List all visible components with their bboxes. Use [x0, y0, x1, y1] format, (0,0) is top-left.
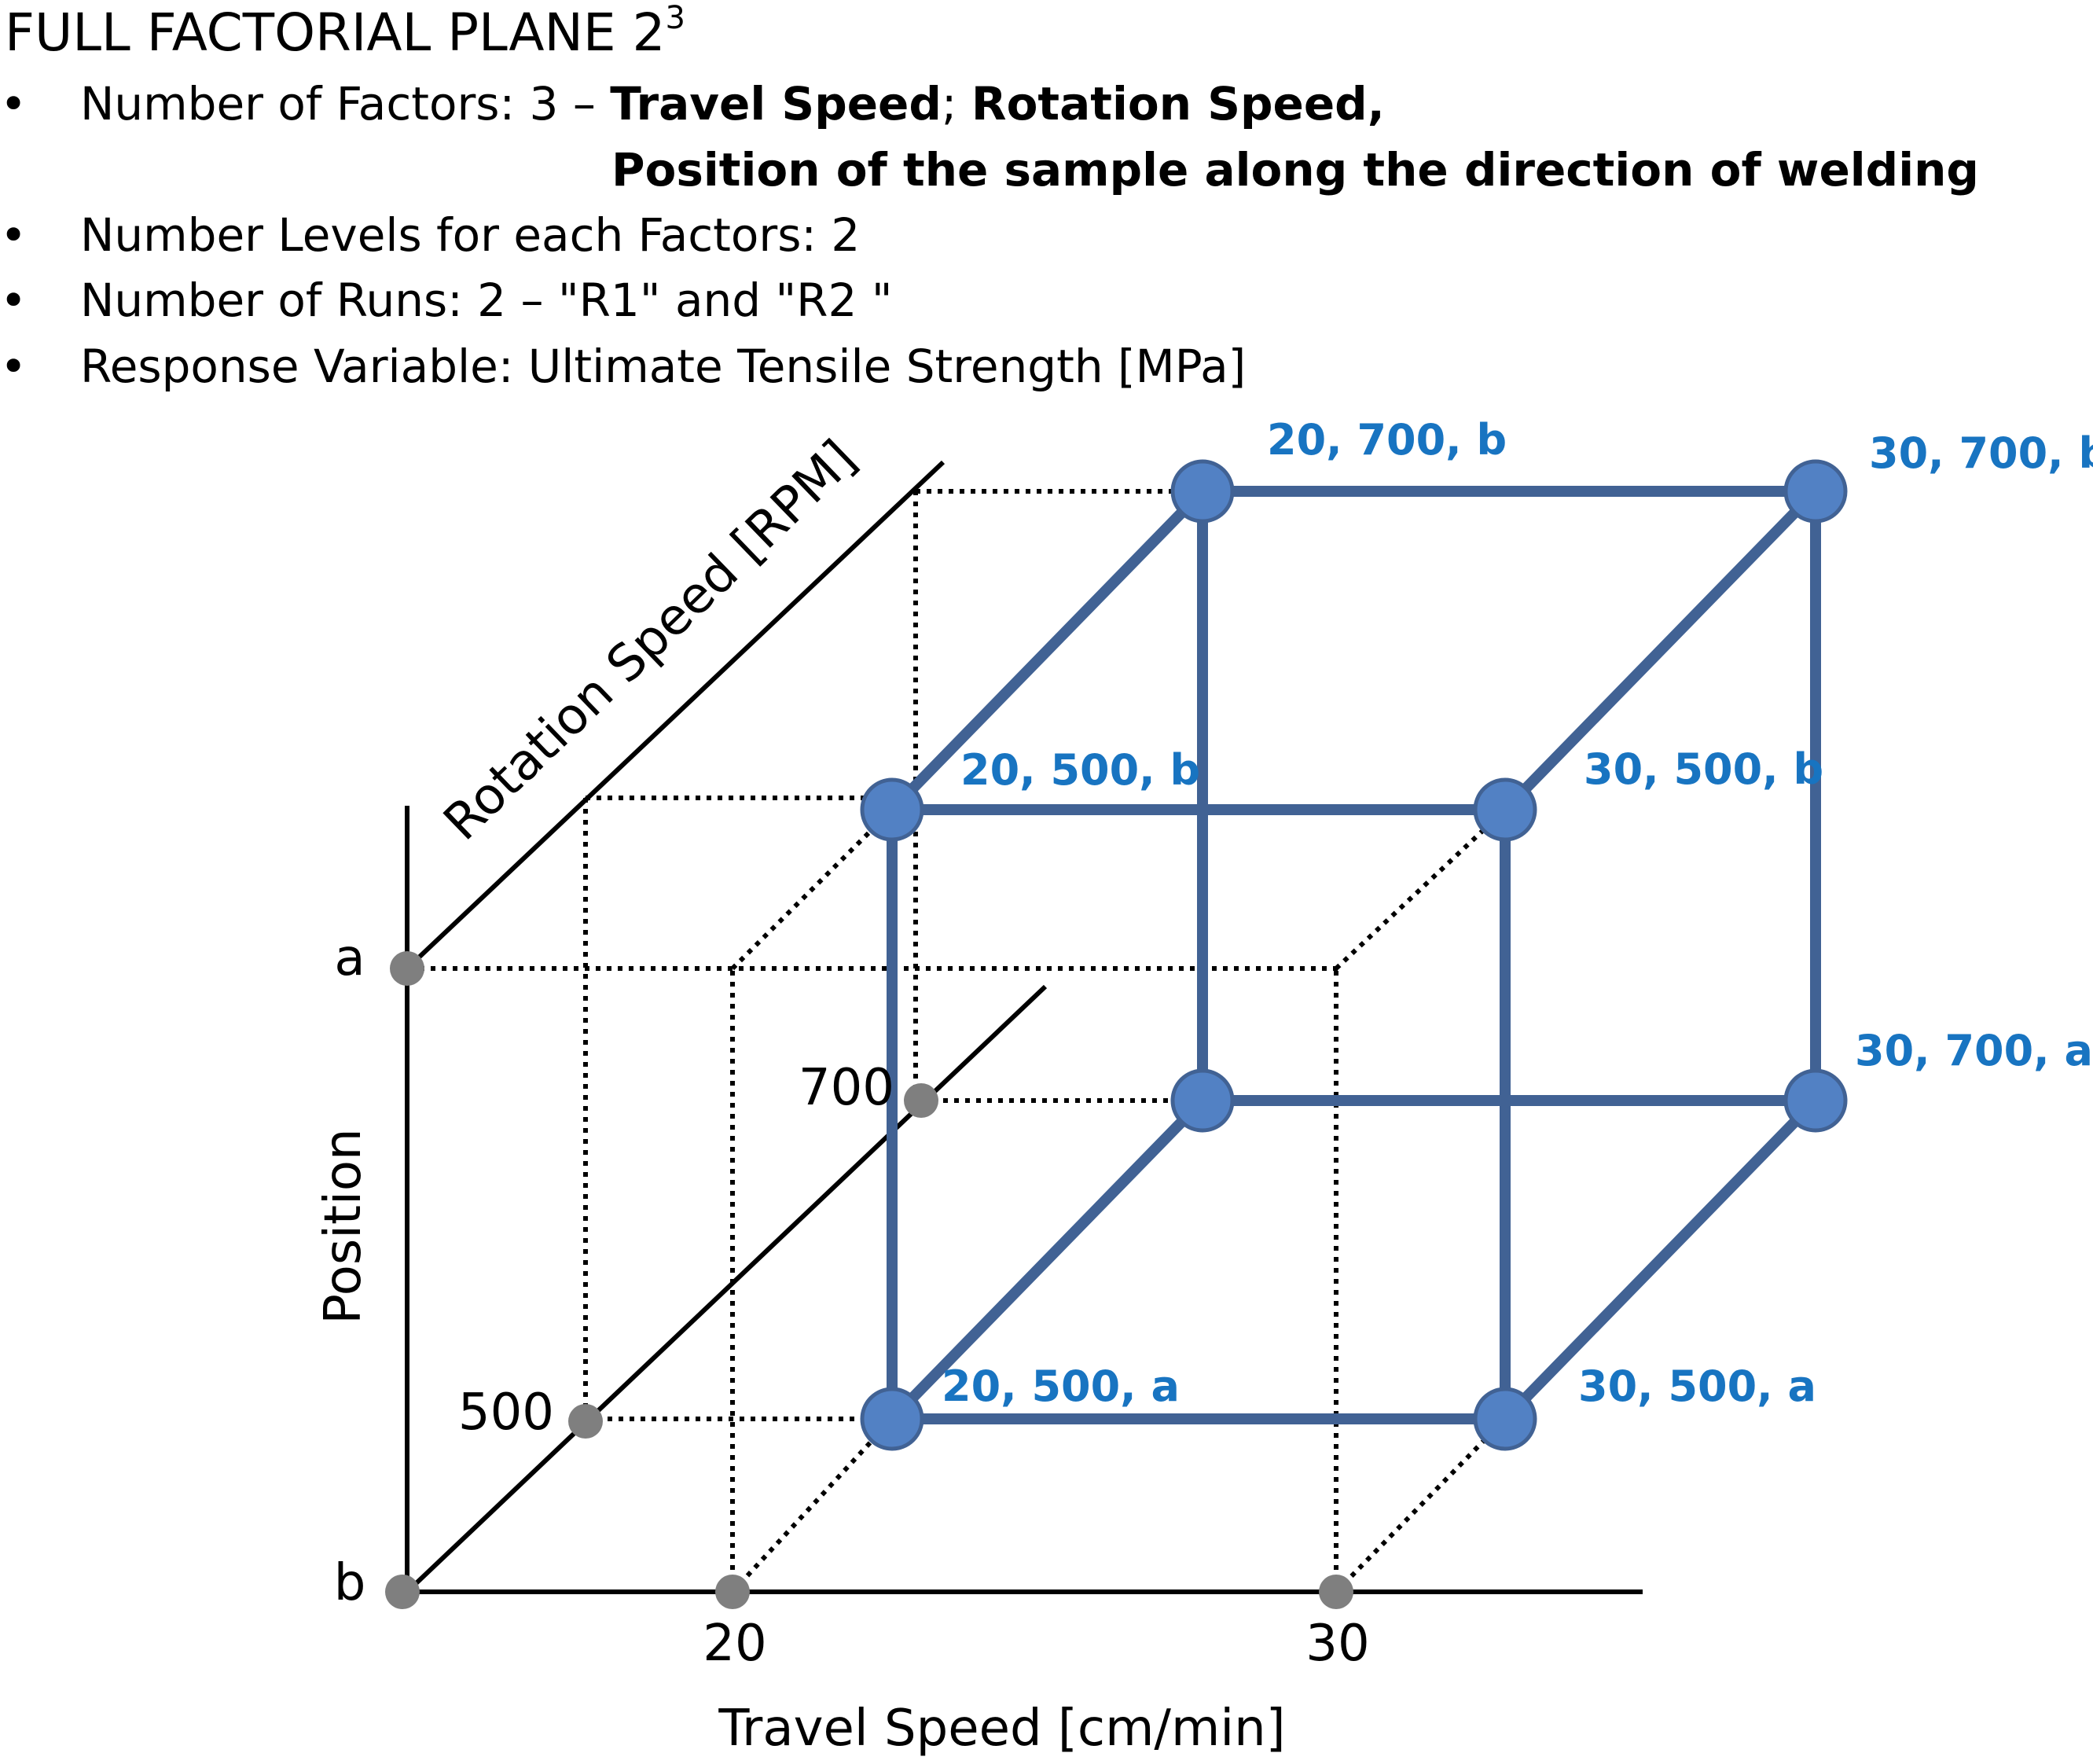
tick-dot-travel-30: [1319, 1575, 1353, 1609]
guide-diag-20-b: [730, 807, 894, 971]
guide-diag-30-b: [1334, 807, 1507, 971]
tick-dot-rpm-500: [568, 1404, 603, 1439]
bullet-marker: •: [0, 274, 28, 327]
factor-travel-speed: Travel Speed: [610, 77, 942, 130]
corner-label-30-700-a: 30, 700, a: [1855, 1026, 2093, 1075]
factors-prefix: Number of Factors: 3 –: [80, 77, 611, 130]
node-30-700-a: [1783, 1068, 1848, 1133]
bullet-marker: •: [0, 208, 28, 262]
bullet-levels: Number Levels for each Factors: 2: [80, 208, 861, 262]
tick-label-position-a: a: [334, 929, 365, 987]
tick-dot-position-a: [390, 951, 424, 986]
factor-rotation-speed: Rotation Speed,: [971, 77, 1385, 130]
tick-label-position-b: b: [334, 1554, 366, 1612]
tick-dots: [385, 951, 1353, 1609]
cube-edge: [887, 1095, 1208, 1424]
tick-dot-position-b: [385, 1575, 420, 1609]
title-text: FULL FACTORIAL PLANE 2: [5, 2, 666, 63]
corner-label-20-500-a: 20, 500, a: [942, 1362, 1180, 1411]
cube-edge: [1500, 1095, 1821, 1424]
page-title: FULL FACTORIAL PLANE 23: [5, 2, 685, 64]
corner-label-20-700-b: 20, 700, b: [1267, 415, 1507, 465]
guide-diag-30-a: [1334, 1417, 1507, 1594]
tick-label-travel-30: 30: [1305, 1615, 1369, 1673]
rotation-axis-lower: [405, 984, 1048, 1594]
corner-label-20-500-b: 20, 500, b: [960, 745, 1200, 795]
cube-edges: [887, 486, 1821, 1424]
cube-edge: [1500, 486, 1821, 815]
dotted-guides: [409, 489, 1507, 1594]
factor-position: Position of the sample along the directi…: [611, 143, 1979, 197]
cube-nodes: [860, 459, 1848, 1451]
node-20-700-b: [1170, 459, 1235, 524]
tick-label-rpm-500: 500: [458, 1384, 554, 1442]
factors-separator: ;: [941, 77, 971, 130]
tick-label-rpm-700: 700: [799, 1059, 894, 1117]
node-20-700-a: [1170, 1068, 1235, 1133]
rotation-axis-upper: [405, 460, 946, 971]
node-30-500-b: [1473, 777, 1537, 842]
axis-label-travel-speed: Travel Speed [cm/min]: [718, 1700, 1285, 1758]
corner-label-30-500-b: 30, 500, b: [1584, 744, 1823, 794]
cube-edge: [887, 486, 1208, 815]
axis-label-position: Position: [314, 1128, 373, 1324]
bullet-factors: Number of Factors: 3 – Travel Speed; Rot…: [80, 75, 1385, 132]
tick-dot-travel-20: [715, 1575, 750, 1609]
tick-label-travel-20: 20: [703, 1615, 766, 1673]
node-20-500-a: [860, 1387, 924, 1451]
node-30-700-b: [1783, 459, 1848, 524]
node-30-500-a: [1473, 1387, 1537, 1451]
axes: [402, 460, 1643, 1594]
axis-label-rotation-speed: Rotation Speed [RPM]: [433, 429, 868, 852]
bullet-marker: •: [0, 77, 28, 130]
title-exponent: 3: [665, 0, 685, 36]
node-20-500-b: [860, 777, 924, 842]
bullet-runs: Number of Runs: 2 – "R1" and "R2 ": [80, 274, 893, 327]
tick-dot-rpm-700: [904, 1083, 938, 1118]
bullet-response: Response Variable: Ultimate Tensile Stre…: [80, 340, 1247, 393]
corner-label-30-500-a: 30, 500, a: [1578, 1362, 1816, 1411]
corner-label-30-700-b: 30, 700, b: [1869, 428, 2093, 478]
guide-diag-20-a: [730, 1417, 894, 1594]
bullet-marker: •: [0, 340, 28, 393]
